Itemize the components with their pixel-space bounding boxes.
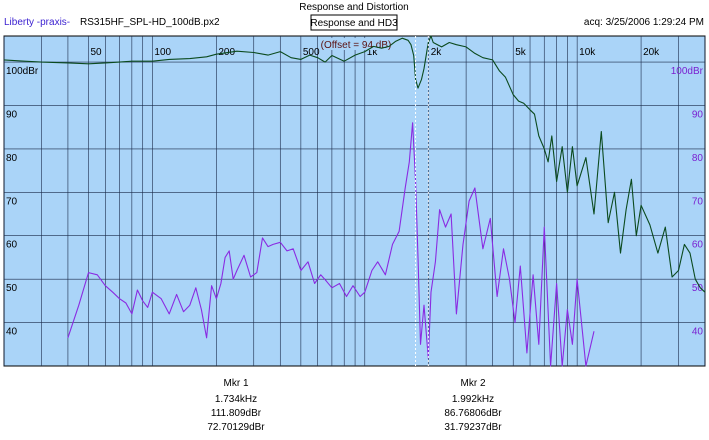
y-tick-label-right: 90 — [692, 109, 704, 120]
y-tick-label-left: 100dBr — [6, 66, 39, 77]
app-name: Liberty -praxis- — [4, 17, 70, 28]
marker-2-readout: Mkr 2 1.992kHz 86.76806dBr 31.79237dBr — [444, 378, 502, 433]
series-lines — [3, 35, 706, 367]
y-tick-label-right: 70 — [692, 196, 704, 207]
plot-area — [3, 35, 706, 367]
grid — [3, 36, 706, 366]
y-tick-label-left: 70 — [6, 196, 18, 207]
x-tick-label: 1k — [367, 47, 379, 58]
marker-2-label: Mkr 2 — [461, 378, 486, 389]
y-tick-labels: 100dBr 100dBr 90 90 80 80 70 70 60 60 50 50 40 40 — [6, 66, 704, 338]
y-tick-label-left: 60 — [6, 240, 18, 251]
x-tick-label: 100 — [154, 47, 171, 58]
y-tick-label-left: 40 — [6, 327, 18, 338]
marker-1-readout: Mkr 1 1.734kHz 111.809dBr 72.70129dBr — [207, 378, 265, 433]
y-tick-label-left: 50 — [6, 283, 18, 294]
y-tick-label-left: 90 — [6, 109, 18, 120]
marker-2-frequency: 1.992kHz — [452, 394, 494, 405]
y-tick-label-right: 100dBr — [671, 66, 704, 77]
x-tick-label: 10k — [579, 47, 596, 58]
marker-lines — [415, 36, 429, 366]
x-tick-label: 20k — [643, 47, 660, 58]
y-tick-label-left: 80 — [6, 153, 18, 164]
offset-label: (Offset = 94 dB) — [321, 40, 392, 51]
response-hd3-button[interactable]: Response and HD3 — [310, 14, 398, 31]
acquisition-time: acq: 3/25/2006 1:29:24 PM — [584, 17, 704, 28]
marker-1-response: 111.809dBr — [211, 408, 262, 419]
marker-1-frequency: 1.734kHz — [215, 394, 257, 405]
y-tick-label-right: 40 — [692, 327, 704, 338]
response-hd3-button-label[interactable]: Response and HD3 — [310, 18, 398, 29]
marker-2-hd3: 31.79237dBr — [444, 422, 502, 433]
marker-2-response: 86.76806dBr — [444, 408, 502, 419]
x-tick-label: 50 — [91, 47, 103, 58]
x-tick-label: 5k — [515, 47, 527, 58]
y-tick-label-right: 50 — [692, 283, 704, 294]
response-line — [3, 35, 706, 293]
x-tick-label: 2k — [431, 47, 443, 58]
file-name: RS315HF_SPL-HD_100dB.px2 — [80, 17, 220, 28]
x-tick-label: 500 — [303, 47, 320, 58]
hd3-line — [67, 122, 595, 367]
window-title: Response and Distortion — [299, 2, 409, 13]
response-hd3-button-frame[interactable] — [310, 14, 398, 31]
marker-1-label: Mkr 1 — [224, 378, 249, 389]
y-tick-label-right: 80 — [692, 153, 704, 164]
marker-1-hd3: 72.70129dBr — [207, 422, 265, 433]
y-tick-label-right: 60 — [692, 240, 704, 251]
